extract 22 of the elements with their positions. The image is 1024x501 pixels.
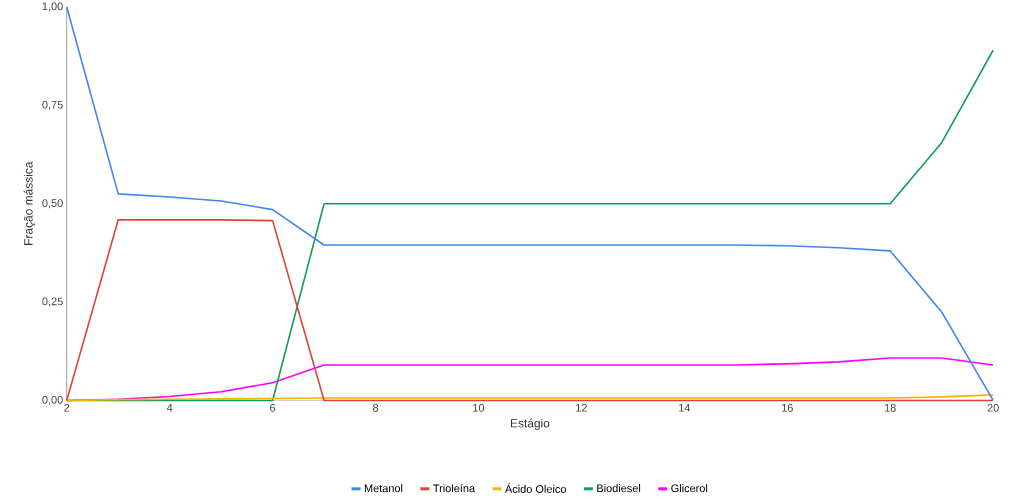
x-tick-label: 4: [166, 403, 173, 412]
x-tick-label: 14: [679, 403, 691, 412]
y-tick-label: 0,00: [42, 395, 63, 405]
x-tick-label: 12: [576, 403, 587, 412]
y-tick-label: 0,75: [42, 100, 63, 110]
x-tick-label: 8: [372, 403, 379, 412]
x-axis-title: Estágio: [510, 418, 550, 430]
legend-label: Ácido Oleico: [504, 483, 566, 493]
y-tick-label: 1,00: [42, 2, 63, 12]
y-tick-label: 0,25: [42, 297, 63, 307]
x-tick-label: 10: [473, 403, 485, 412]
x-tick-label: 18: [884, 403, 896, 412]
y-tick-label: 0,50: [42, 199, 63, 209]
x-tick-label: 6: [270, 403, 276, 412]
x-tick-label: 16: [781, 403, 793, 412]
y-axis-title: Fração mássica: [23, 161, 36, 245]
legend-label: Biodiesel: [597, 484, 641, 493]
legend-label: Glicerol: [671, 484, 708, 493]
legend-label: Metanol: [364, 484, 403, 493]
x-tick-label: 2: [64, 403, 70, 412]
legend-label: Trioleína: [433, 484, 476, 493]
x-tick-label: 20: [987, 403, 999, 412]
